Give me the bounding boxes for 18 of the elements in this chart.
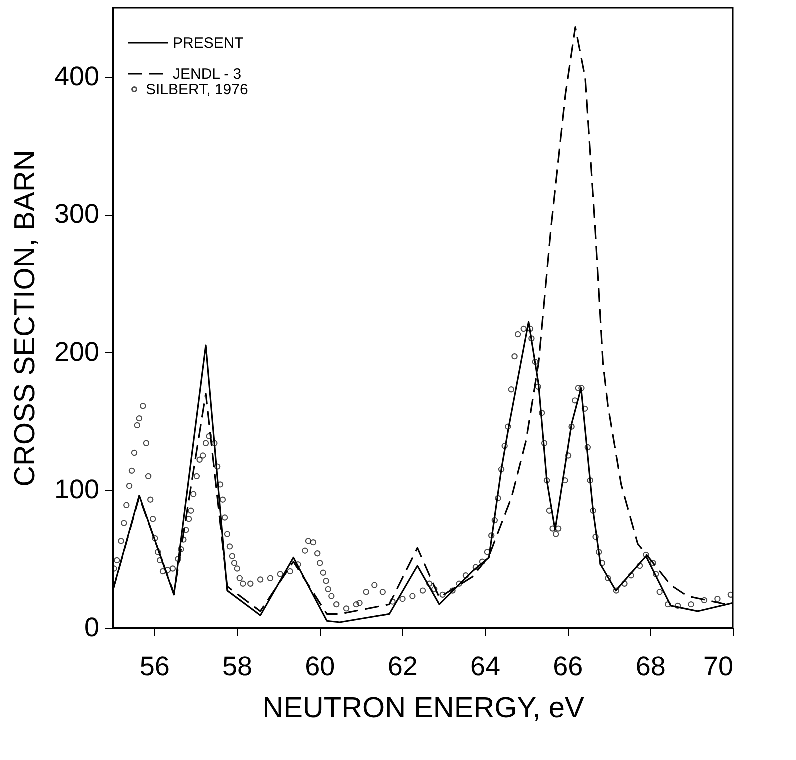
legend-label: JENDL - 3 xyxy=(173,66,242,83)
x-tick-label: 58 xyxy=(222,652,253,682)
x-tick-label: 64 xyxy=(470,652,501,682)
x-tick-label: 68 xyxy=(636,652,666,682)
y-tick-label: 300 xyxy=(54,199,100,230)
x-tick-label: 62 xyxy=(388,652,418,682)
x-tick-label: 56 xyxy=(140,652,170,682)
x-tick-label: 60 xyxy=(305,652,336,682)
y-axis-title: CROSS SECTION, BARN xyxy=(9,150,42,487)
y-tick-label: 200 xyxy=(54,336,100,367)
y-tick-label: 100 xyxy=(54,474,100,505)
y-tick-label: 0 xyxy=(84,612,100,642)
y-tick-label: 400 xyxy=(54,61,100,92)
legend-label: PRESENT xyxy=(173,35,244,52)
x-tick-label: 70 xyxy=(703,652,734,682)
x-axis-title: NEUTRON ENERGY, eV xyxy=(262,692,586,724)
legend-label: SILBERT, 1976 xyxy=(146,82,248,98)
x-tick-label: 66 xyxy=(553,652,584,682)
